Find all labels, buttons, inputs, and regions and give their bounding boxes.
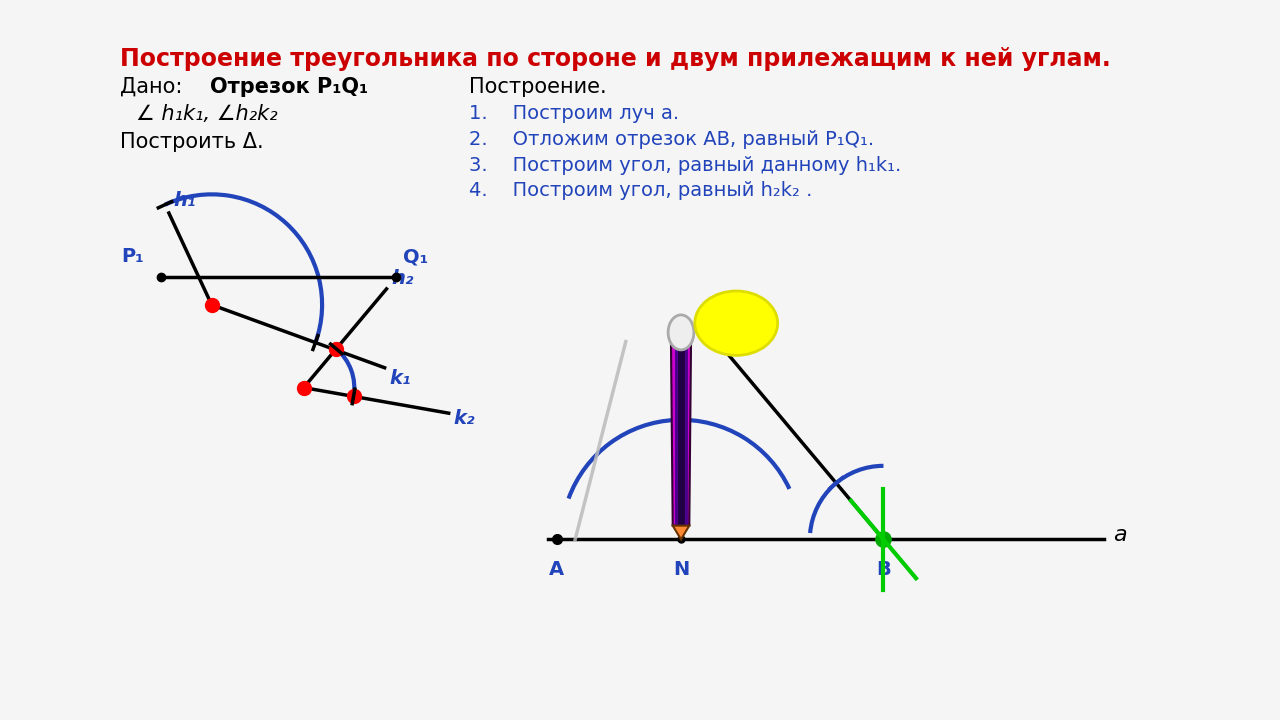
Text: 1.    Построим луч a.: 1. Построим луч a. — [470, 104, 680, 123]
Text: k₂: k₂ — [453, 409, 475, 428]
Text: Построить Δ.: Построить Δ. — [119, 132, 264, 152]
Ellipse shape — [668, 315, 694, 350]
Text: k₁: k₁ — [389, 369, 411, 388]
Text: h₂: h₂ — [392, 269, 413, 288]
Text: Построение.: Построение. — [470, 76, 607, 96]
Text: N: N — [673, 559, 689, 579]
Text: Q₁: Q₁ — [403, 247, 429, 266]
Polygon shape — [673, 526, 690, 539]
Text: Дано:: Дано: — [119, 76, 196, 96]
Text: a: a — [1114, 525, 1128, 545]
Text: Отрезок P₁Q₁: Отрезок P₁Q₁ — [210, 76, 367, 96]
Text: A: A — [549, 559, 564, 579]
Text: B: B — [876, 559, 891, 579]
Text: Построение треугольника по стороне и двум прилежащим к ней углам.: Построение треугольника по стороне и дву… — [119, 47, 1110, 71]
Text: 3.    Построим угол, равный данному h₁k₁.: 3. Построим угол, равный данному h₁k₁. — [470, 156, 901, 175]
Text: 2.    Отложим отрезок АВ, равный P₁Q₁.: 2. Отложим отрезок АВ, равный P₁Q₁. — [470, 130, 874, 149]
Ellipse shape — [695, 291, 778, 356]
Text: P₁: P₁ — [122, 247, 145, 266]
Polygon shape — [671, 333, 691, 526]
Text: ∠ h₁k₁, ∠h₂k₂: ∠ h₁k₁, ∠h₂k₂ — [136, 104, 278, 124]
Text: 4.    Построим угол, равный h₂k₂ .: 4. Построим угол, равный h₂k₂ . — [470, 181, 813, 200]
Text: h₁: h₁ — [174, 191, 196, 210]
